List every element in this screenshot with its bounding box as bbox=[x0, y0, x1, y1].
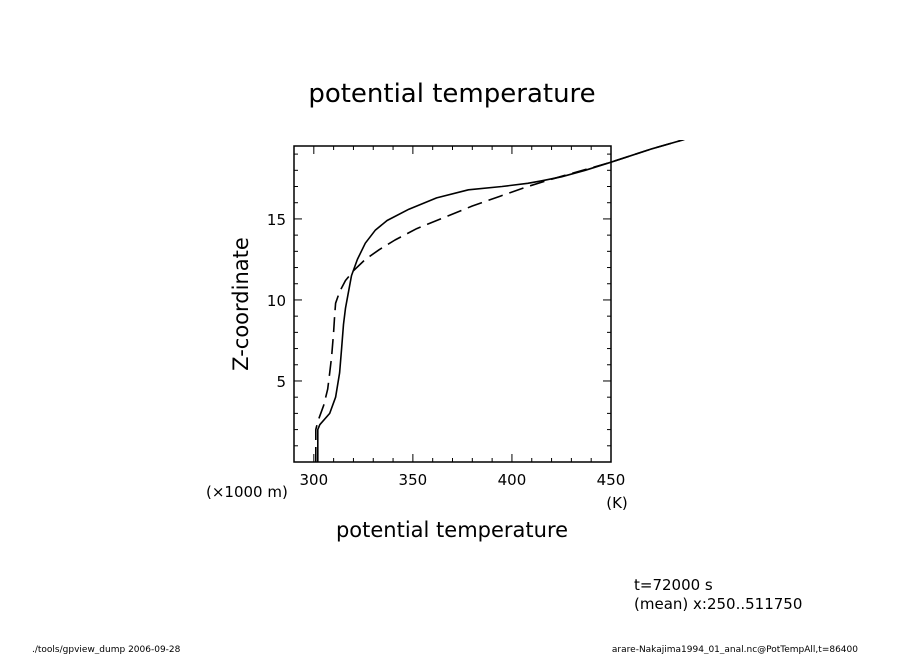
axis-tick-labels: 300 350 400 450 5 10 15 bbox=[267, 211, 625, 489]
x-tick-label: 450 bbox=[597, 471, 626, 489]
x-axis-label: potential temperature bbox=[336, 518, 568, 542]
chart-title: potential temperature bbox=[308, 79, 595, 109]
x-tick-label: 350 bbox=[399, 471, 428, 489]
footer-left: ./tools/gpview_dump 2006-09-28 bbox=[32, 645, 181, 654]
axis-ticks bbox=[293, 146, 612, 462]
x-tick-label: 400 bbox=[498, 471, 527, 489]
data-series bbox=[315, 140, 685, 462]
solid-series-line bbox=[317, 140, 685, 462]
footer-right: arare-Nakajima1994_01_anal.nc@PotTempAll… bbox=[612, 645, 858, 654]
y-axis-unit: (×1000 m) bbox=[206, 483, 288, 501]
y-tick-label: 5 bbox=[276, 373, 286, 391]
mean-annotation: (mean) x:250..511750 bbox=[634, 595, 802, 613]
time-annotation: t=72000 s bbox=[634, 576, 713, 594]
y-tick-label: 10 bbox=[267, 292, 286, 310]
y-tick-label: 15 bbox=[267, 211, 286, 229]
y-axis-label: Z-coordinate bbox=[229, 237, 253, 371]
x-axis-unit: (K) bbox=[606, 494, 628, 512]
dashed-series-line bbox=[315, 140, 685, 462]
x-tick-label: 300 bbox=[299, 471, 328, 489]
